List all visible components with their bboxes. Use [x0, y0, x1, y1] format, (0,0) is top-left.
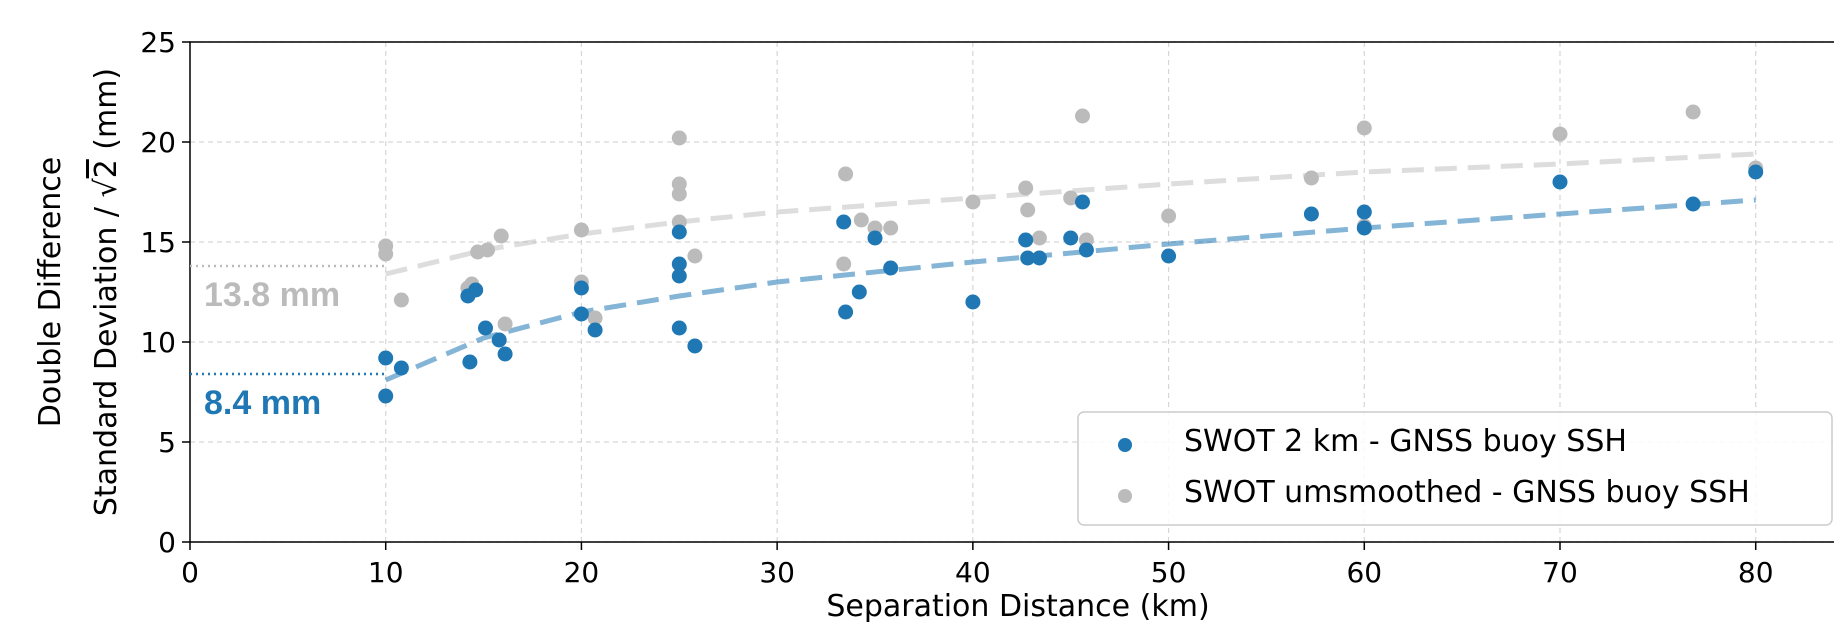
data-point-series-0 — [671, 320, 687, 336]
data-point-series-0 — [468, 282, 484, 298]
y-axis-ticks: 0 5 10 15 20 25 — [140, 26, 190, 559]
y-tick-label: 5 — [158, 426, 176, 459]
sqrt-symbol: √ — [89, 177, 124, 197]
data-point-series-1 — [573, 222, 589, 238]
data-point-series-0 — [1075, 194, 1090, 210]
data-point-series-1 — [965, 194, 981, 210]
data-point-series-0 — [1018, 232, 1034, 248]
data-point-series-0 — [393, 360, 409, 376]
x-axis-label: Separation Distance (km) — [826, 589, 1209, 622]
data-point-series-0 — [1303, 206, 1319, 222]
fit-curves — [384, 151, 1756, 383]
data-point-series-0 — [462, 354, 478, 370]
data-point-series-0 — [883, 260, 899, 276]
data-point-series-1 — [671, 130, 687, 146]
y-tick-label: 20 — [140, 126, 176, 159]
data-point-series-1 — [1020, 202, 1036, 218]
legend-marker-swot-2km — [1118, 438, 1132, 452]
data-point-series-1 — [853, 212, 869, 228]
x-tick-label: 30 — [759, 556, 795, 589]
reference-annotations: 13.8 mm 8.4 mm — [190, 264, 386, 422]
data-point-series-0 — [671, 256, 687, 272]
y-axis-label-line2: Standard Deviation / √2 (mm) — [89, 68, 124, 516]
x-tick-label: 80 — [1738, 556, 1774, 589]
data-point-series-0 — [1020, 250, 1036, 266]
data-point-series-0 — [478, 320, 493, 336]
x-tick-label: 20 — [564, 556, 600, 589]
y-axis-label-prefix: Standard Deviation / — [89, 197, 124, 516]
legend-marker-swot-unsmoothed — [1118, 489, 1132, 503]
legend: SWOT 2 km - GNSS buoy SSH SWOT umsmoothe… — [1077, 411, 1833, 526]
data-point-series-1 — [378, 246, 394, 262]
data-point-series-1 — [1356, 120, 1372, 136]
data-point-series-1 — [497, 316, 513, 332]
data-point-series-1 — [1075, 108, 1090, 124]
x-tick-label: 70 — [1542, 556, 1578, 589]
x-tick-label: 60 — [1346, 556, 1382, 589]
x-tick-label: 40 — [955, 556, 991, 589]
data-point-series-0 — [378, 388, 394, 404]
data-point-series-1 — [1161, 208, 1177, 224]
y-axis-label-line1: Double Difference — [33, 157, 68, 428]
data-point-series-0 — [965, 294, 981, 310]
plot-area-frame — [189, 41, 1834, 543]
data-point-series-0 — [497, 346, 513, 362]
y-tick-label: 10 — [140, 326, 176, 359]
data-point-series-0 — [1356, 204, 1372, 220]
data-point-series-0 — [867, 230, 883, 246]
data-points — [378, 104, 1764, 404]
data-point-series-0 — [573, 306, 589, 322]
data-point-series-0 — [1078, 242, 1094, 258]
y-axis-label-suffix: (mm) — [89, 68, 124, 159]
legend-label-swot-unsmoothed: SWOT umsmoothed - GNSS buoy SSH — [1184, 475, 1750, 510]
data-point-series-0 — [1031, 250, 1047, 266]
data-point-series-1 — [687, 248, 703, 264]
data-point-series-0 — [836, 214, 852, 230]
data-point-series-1 — [838, 166, 854, 182]
data-point-series-1 — [1685, 104, 1701, 120]
data-point-series-0 — [1552, 174, 1568, 190]
data-point-series-1 — [393, 292, 409, 308]
data-point-series-1 — [883, 220, 899, 236]
data-point-series-0 — [851, 284, 867, 300]
data-point-series-1 — [836, 256, 852, 272]
data-point-series-0 — [1748, 164, 1764, 180]
data-point-series-0 — [573, 280, 589, 296]
data-point-series-1 — [480, 242, 495, 258]
reference-label-1: 8.4 mm — [204, 384, 321, 422]
data-point-series-0 — [687, 338, 703, 354]
data-point-series-1 — [1018, 180, 1034, 196]
data-point-series-0 — [838, 304, 854, 320]
data-point-series-0 — [1685, 196, 1701, 212]
data-point-series-1 — [493, 228, 509, 244]
x-tick-label: 50 — [1151, 556, 1187, 589]
x-tick-label: 0 — [181, 556, 199, 589]
fit-curve-series-1 — [385, 151, 1756, 277]
data-point-series-1 — [1552, 126, 1568, 142]
y-axis-label-radicand: 2 — [89, 159, 124, 178]
x-tick-label: 10 — [368, 556, 404, 589]
legend-box — [1077, 411, 1833, 526]
data-point-series-1 — [1031, 230, 1047, 246]
data-point-series-1 — [671, 186, 687, 202]
y-tick-label: 25 — [140, 26, 176, 59]
data-point-series-0 — [1356, 220, 1372, 236]
data-point-series-0 — [491, 332, 507, 348]
data-point-series-1 — [1303, 170, 1319, 186]
x-axis-ticks: 0 10 20 30 40 50 60 70 80 — [181, 542, 1774, 589]
reference-label-0: 13.8 mm — [204, 276, 340, 314]
data-point-series-1 — [587, 310, 603, 326]
data-point-series-0 — [1063, 230, 1079, 246]
data-point-series-0 — [378, 350, 394, 366]
data-point-series-0 — [1161, 248, 1177, 264]
fit-curve-series-0 — [384, 197, 1756, 383]
data-point-series-1 — [1063, 190, 1079, 206]
y-tick-label: 15 — [140, 226, 176, 259]
data-point-series-0 — [671, 224, 687, 240]
data-point-series-0 — [671, 268, 687, 284]
data-point-series-0 — [587, 322, 603, 338]
legend-label-swot-2km: SWOT 2 km - GNSS buoy SSH — [1184, 424, 1627, 459]
y-tick-label: 0 — [158, 526, 176, 559]
